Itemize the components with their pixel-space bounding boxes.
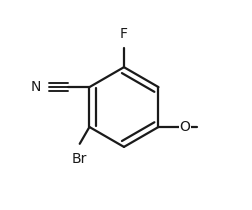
Text: Br: Br: [72, 152, 87, 165]
Text: N: N: [30, 80, 41, 94]
Text: O: O: [180, 120, 191, 134]
Text: F: F: [120, 27, 128, 41]
